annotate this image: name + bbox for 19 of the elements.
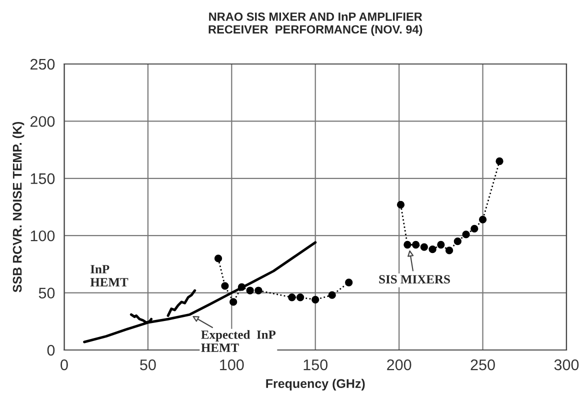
y-tick-label: 50 <box>38 288 55 298</box>
x-tick-label: 200 <box>387 359 412 370</box>
annotation: SIS MIXERS <box>379 275 450 284</box>
y-tick-label: 150 <box>30 173 55 184</box>
y-axis-title: SSB RCVR. NOISE TEMP. (K) <box>12 122 24 292</box>
y-tick-label: 250 <box>30 58 55 70</box>
y-tick-label: 0 <box>47 344 55 356</box>
x-tick-label: 0 <box>60 359 68 370</box>
chart-title: NRAO SIS MIXER AND InP AMPLIFIER RECEIVER PERFORMANCE (NOV. 94) <box>208 12 422 36</box>
x-tick-label: 250 <box>470 359 495 370</box>
x-axis-title: Frequency (GHz) <box>266 378 365 390</box>
y-tick-label: 100 <box>30 230 55 242</box>
x-tick-label: 150 <box>304 359 328 370</box>
x-tick-label: 100 <box>220 359 244 370</box>
x-tick-label: 300 <box>554 359 579 370</box>
annotation: Expected InP HEMT <box>201 330 276 352</box>
y-tick-label: 200 <box>30 116 55 127</box>
x-tick-label: 50 <box>140 359 156 370</box>
annotation: InP HEMT <box>90 265 128 286</box>
